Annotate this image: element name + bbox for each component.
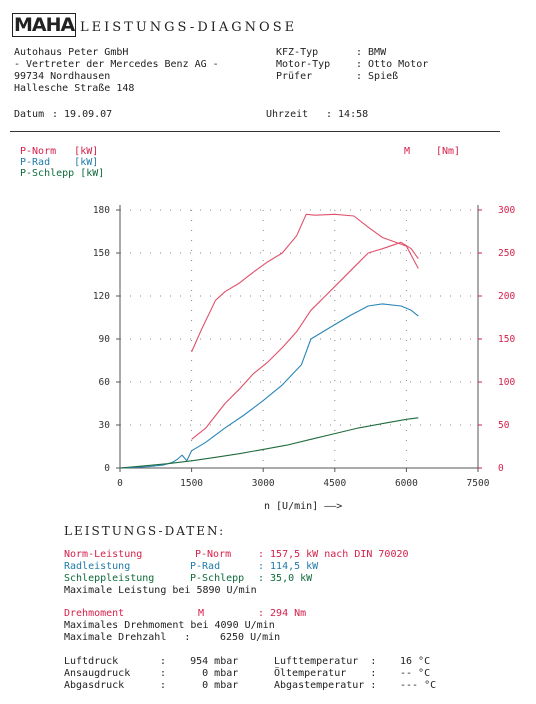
abgasdruck-label: Abgasdruck — [64, 680, 125, 691]
legend-p-norm: P-Norm [kW] — [20, 146, 99, 157]
pruefer-value: : Spieß — [356, 71, 399, 82]
y-left-tick-label: 0 — [104, 463, 110, 474]
motor-typ-value: : Otto Motor — [356, 59, 429, 70]
legend-m-unit: [Nm] — [436, 146, 461, 157]
schleppleistung-symbol: P-Schlepp — [190, 573, 245, 584]
header-divider — [10, 131, 500, 132]
y-left-tick-label: 60 — [99, 377, 111, 388]
abgasdruck-value: : 0 mbar — [160, 680, 239, 691]
company-line-1: Autohaus Peter GmbH — [14, 47, 129, 58]
page-title: LEISTUNGS-DIAGNOSE — [80, 20, 298, 35]
radleistung-value: : 114,5 kW — [258, 561, 319, 572]
uhrzeit-value: : 14:58 — [326, 109, 369, 120]
y-right-tick-label: 300 — [498, 205, 515, 216]
company-line-4: Hallesche Straße 148 — [14, 83, 135, 94]
y-right-tick-label: 150 — [498, 334, 515, 345]
series-line-p-norm — [191, 241, 419, 440]
norm-leistung-symbol: P-Norm — [195, 549, 232, 560]
kfz-typ-value: : BMW — [356, 47, 387, 58]
maha-logo: MAHA — [12, 13, 77, 37]
abgastemperatur-label: Abgastemperatur : — [274, 680, 377, 691]
y-right-tick-label: 250 — [498, 248, 515, 259]
x-tick-label: 4500 — [323, 478, 346, 489]
x-tick-label: 1500 — [180, 478, 203, 489]
legend-p-schlepp: P-Schlepp [kW] — [20, 168, 105, 179]
series-line-p-schlepp — [119, 417, 419, 469]
max-leistung-text: Maximale Leistung bei 5890 U/min — [64, 585, 257, 596]
oeltemperatur-value: -- °C — [400, 668, 431, 679]
x-tick-label: 0 — [117, 478, 123, 489]
data-section-heading: LEISTUNGS-DATEN: — [64, 524, 226, 538]
y-left-tick-label: 30 — [99, 420, 111, 431]
motor-typ-label: Motor-Typ — [276, 59, 331, 70]
datum-label: Datum — [14, 109, 45, 120]
drehmoment-symbol: M — [198, 608, 205, 619]
kfz-typ-label: KFZ-Typ — [276, 47, 319, 58]
oeltemperatur-label: Öltemperatur : — [274, 668, 377, 679]
datum-value: : 19.09.07 — [52, 109, 113, 120]
company-line-2: - Vertreter der Mercedes Benz AG - — [14, 59, 219, 70]
y-right-tick-label: 100 — [498, 377, 515, 388]
norm-leistung-label: Norm-Leistung — [64, 549, 143, 560]
lufttemperatur-value: 16 °C — [400, 656, 431, 667]
y-right-tick-label: 200 — [498, 291, 515, 302]
radleistung-symbol: P-Rad — [190, 561, 221, 572]
max-drehzahl-label: Maximale Drehzahl : — [64, 632, 191, 643]
drehmoment-label: Drehmoment — [64, 608, 125, 619]
y-right-tick-label: 0 — [498, 463, 504, 474]
luftdruck-value: : 954 mbar — [160, 656, 239, 667]
pruefer-label: Prüfer — [276, 71, 313, 82]
legend-m: M — [404, 146, 411, 157]
company-line-3: 99734 Nordhausen — [14, 71, 111, 82]
luftdruck-label: Luftdruck — [64, 656, 119, 667]
norm-leistung-value: : 157,5 kW nach DIN 70020 — [258, 549, 409, 560]
x-tick-label: 6000 — [395, 478, 418, 489]
ansaugdruck-label: Ansaugdruck — [64, 668, 131, 679]
ansaugdruck-value: : 0 mbar — [160, 668, 239, 679]
series-line-m — [191, 213, 419, 353]
lufttemperatur-label: Lufttemperatur : — [274, 656, 377, 667]
max-drehmoment-text: Maximales Drehmoment bei 4090 U/min — [64, 620, 275, 631]
x-tick-label: 3000 — [252, 478, 275, 489]
abgastemperatur-value: --- °C — [400, 680, 437, 691]
max-drehzahl-value: 6250 U/min — [220, 632, 281, 643]
schleppleistung-value: : 35,0 kW — [258, 573, 313, 584]
legend-p-rad: P-Rad [kW] — [20, 157, 99, 168]
schleppleistung-label: Schleppleistung — [64, 573, 155, 584]
x-tick-label: 7500 — [467, 478, 490, 489]
uhrzeit-label: Uhrzeit — [266, 109, 309, 120]
series-line-p-rad — [119, 303, 419, 469]
y-left-tick-label: 120 — [93, 291, 110, 302]
drehmoment-value: : 294 Nm — [258, 608, 307, 619]
y-left-tick-label: 150 — [93, 248, 110, 259]
y-right-tick-label: 50 — [498, 420, 510, 431]
radleistung-label: Radleistung — [64, 561, 131, 572]
y-left-tick-label: 180 — [93, 205, 110, 216]
y-left-tick-label: 90 — [99, 334, 111, 345]
x-axis-label: n [U/min] ——> — [264, 501, 343, 512]
